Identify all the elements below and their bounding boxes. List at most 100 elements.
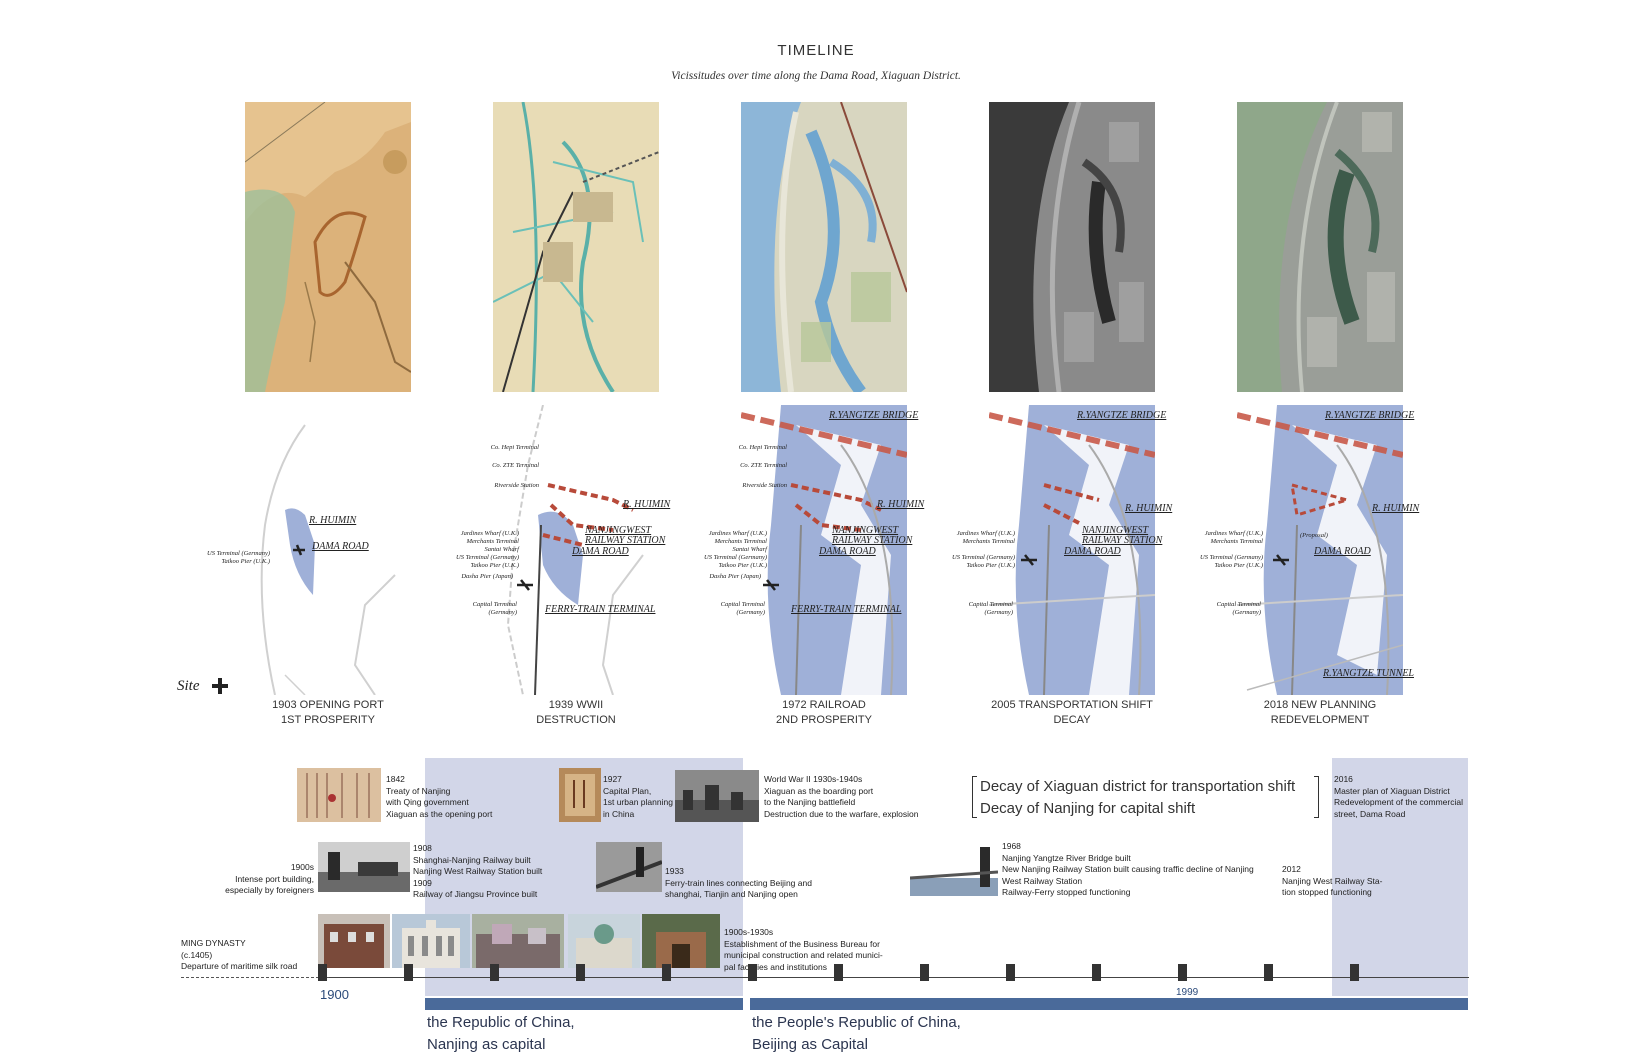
photo-building-5 xyxy=(642,914,720,968)
decay-note: Decay of Xiaguan district for transporta… xyxy=(980,778,1296,817)
map-label-proposal: (Proposal) xyxy=(1300,532,1328,539)
era-name-republic: the Republic of China, Nanjing as capital xyxy=(427,1014,575,1053)
map-label-ferry-terminal: FERRY-TRAIN TERMINAL xyxy=(791,604,902,615)
map-label-dama-road: DAMA ROAD xyxy=(1064,546,1121,557)
map-label-capital-terminal: Capital Terminal (Germany) xyxy=(720,601,765,616)
event-1908: 1908 Shanghai-Nanjing Railway built Nanjin… xyxy=(413,843,543,899)
event-2016: 2016 Master plan of Xiaguan District Redev… xyxy=(1334,774,1463,819)
axis-tick xyxy=(576,964,585,981)
axis-tick xyxy=(662,964,671,981)
period-caption-1972: 1972 RAILROAD 2ND PROSPERITY xyxy=(776,699,872,726)
map-label-dama-road: DAMA ROAD xyxy=(572,546,629,557)
axis-label-1999: 1999 xyxy=(1176,987,1199,998)
map-label-dama-road: DAMA ROAD xyxy=(1314,546,1371,557)
era-bar-prc xyxy=(750,998,1468,1010)
period-caption-1939: 1939 WWII DESTRUCTION xyxy=(536,699,616,726)
map-label-yangtze-bridge: R.YANGTZE BRIDGE xyxy=(1077,410,1167,421)
map-label-yangtze-bridge: R.YANGTZE BRIDGE xyxy=(829,410,919,421)
diagram-map-1903 xyxy=(245,405,411,695)
event-1927: 1927 Capital Plan, 1st urban planning in Ch… xyxy=(603,774,673,819)
decay-bracket-left xyxy=(972,776,977,818)
photo-building-4 xyxy=(568,914,640,968)
photo-world-war-ii xyxy=(675,770,759,822)
photo-building-3 xyxy=(472,914,564,968)
axis-tick xyxy=(318,964,327,981)
site-legend-label: Site xyxy=(177,678,200,694)
map-label-riverside: Riverside Station xyxy=(494,482,539,489)
axis-tick xyxy=(490,964,499,981)
axis-tick xyxy=(748,964,757,981)
axis-tick xyxy=(1178,964,1187,981)
period-caption-1903: 1903 OPENING PORT 1ST PROSPERITY xyxy=(272,699,384,726)
axis-tick xyxy=(920,964,929,981)
map-label-yangtze-tunnel: R.YANGTZE TUNNEL xyxy=(1323,668,1414,679)
map-label-railway-station: NANJINGWEST RAILWAY STATION xyxy=(832,525,913,546)
map-label-terminals: US Terminal (Germany) Taikoo Pier (U.K.) xyxy=(207,550,270,565)
map-label-hepi: Co. Hepi Terminal xyxy=(738,444,787,451)
map-label-railway-station: NANJINGWEST RAILWAY STATION xyxy=(585,525,666,546)
map-label-huimin: R. HUIMIN xyxy=(1372,503,1420,514)
map-label-wharfs: Jardines Wharf (U.K.) Merchants Terminal S… xyxy=(704,530,767,569)
event-1900s-1930s: 1900s-1930s Establishment of the Business… xyxy=(724,927,883,972)
page-title: TIMELINE xyxy=(777,42,855,59)
historic-map-1972 xyxy=(741,102,907,392)
map-label-ferry-terminal: FERRY-TRAIN TERMINAL xyxy=(545,604,656,615)
axis-line-dashed xyxy=(181,977,329,978)
map-label-zte: Co. ZTE Terminal xyxy=(740,462,787,469)
axis-tick xyxy=(1092,964,1101,981)
axis-tick xyxy=(404,964,413,981)
map-label-yangtze-bridge: R.YANGTZE BRIDGE xyxy=(1325,410,1415,421)
era-name-prc: the People's Republic of China, Beijing a… xyxy=(752,1014,961,1053)
map-label-zte: Co. ZTE Terminal xyxy=(492,462,539,469)
map-label-riverside: Riverside Station xyxy=(742,482,787,489)
photo-yangtze-bridge xyxy=(910,842,998,896)
map-label-dama-road: DAMA ROAD xyxy=(819,546,876,557)
photo-building-1 xyxy=(318,914,390,968)
axis-tick xyxy=(834,964,843,981)
event-ming-dynasty: MING DYNASTY (c.1405) Departure of maritim… xyxy=(181,938,298,971)
event-1933: 1933 Ferry-train lines connecting Beijing… xyxy=(665,866,812,899)
page-subtitle: Vicissitudes over time along the Dama Ro… xyxy=(671,70,961,82)
event-2012: 2012 Nanjing West Railway Sta-tion stoppe… xyxy=(1282,864,1383,897)
map-label-capital-terminal: Capital Terminal (Germany) xyxy=(472,601,517,616)
axis-line xyxy=(329,977,1469,978)
era-bar-republic xyxy=(425,998,743,1010)
decay-bracket-right xyxy=(1314,776,1319,818)
historic-map-1903 xyxy=(245,102,411,392)
diagram-map-1972 xyxy=(741,405,907,695)
diagram-map-2018 xyxy=(1237,405,1403,695)
period-caption-2018: 2018 NEW PLANNING REDEVELOPMENT xyxy=(1263,699,1377,726)
map-label-huimin: R. HUIMIN xyxy=(877,499,925,510)
axis-tick xyxy=(1350,964,1359,981)
map-label-dasha: Dasha Pier (Japan) xyxy=(461,573,513,580)
map-label-hepi: Co. Hepi Terminal xyxy=(490,444,539,451)
axis-tick xyxy=(1006,964,1015,981)
axis-label-1900: 1900 xyxy=(320,987,349,1002)
map-label-huimin: R. HUIMIN xyxy=(1125,503,1173,514)
map-label-dama-road: DAMA ROAD xyxy=(312,541,369,552)
period-caption-2005: 2005 TRANSPORTATION SHIFT DECAY xyxy=(991,699,1153,726)
photo-building-2 xyxy=(392,914,470,968)
map-label-wharfs: Jardines Wharf (U.K.) Merchants Terminal S… xyxy=(456,530,519,569)
map-label-capital-terminal: Capital Terminal (Germany) xyxy=(1216,601,1261,616)
event-1968: 1968 Nanjing Yangtze River Bridge built Ne… xyxy=(1002,841,1254,897)
satellite-photo-2005 xyxy=(989,102,1155,392)
axis-tick xyxy=(1264,964,1273,981)
historic-map-1939 xyxy=(493,102,659,392)
diagram-map-1939 xyxy=(493,405,659,695)
map-label-huimin: R. HUIMIN xyxy=(623,499,671,510)
map-label-huimin: R. HUIMIN xyxy=(309,515,357,526)
photo-port-building xyxy=(318,842,410,892)
event-1900s: 1900s Intense port building, especially by… xyxy=(225,862,314,895)
satellite-photo-2018 xyxy=(1237,102,1403,392)
photo-treaty-of-nanjing xyxy=(297,768,381,822)
map-label-wharfs: Jardines Wharf (U.K.) Merchants Terminal … xyxy=(1200,530,1263,569)
diagram-map-2005 xyxy=(989,405,1155,695)
site-marker-icon xyxy=(212,678,228,694)
event-world-war-ii: World War II 1930s-1940s Xiaguan as the b… xyxy=(764,774,919,819)
photo-ferry-train xyxy=(596,842,662,892)
map-label-wharfs: Jardines Wharf (U.K.) Merchants Terminal … xyxy=(952,530,1015,569)
map-label-railway-station: NANJINGWEST RAILWAY STATION xyxy=(1082,525,1163,546)
photo-capital-plan xyxy=(559,768,601,822)
era-shade-2016 xyxy=(1332,758,1468,996)
